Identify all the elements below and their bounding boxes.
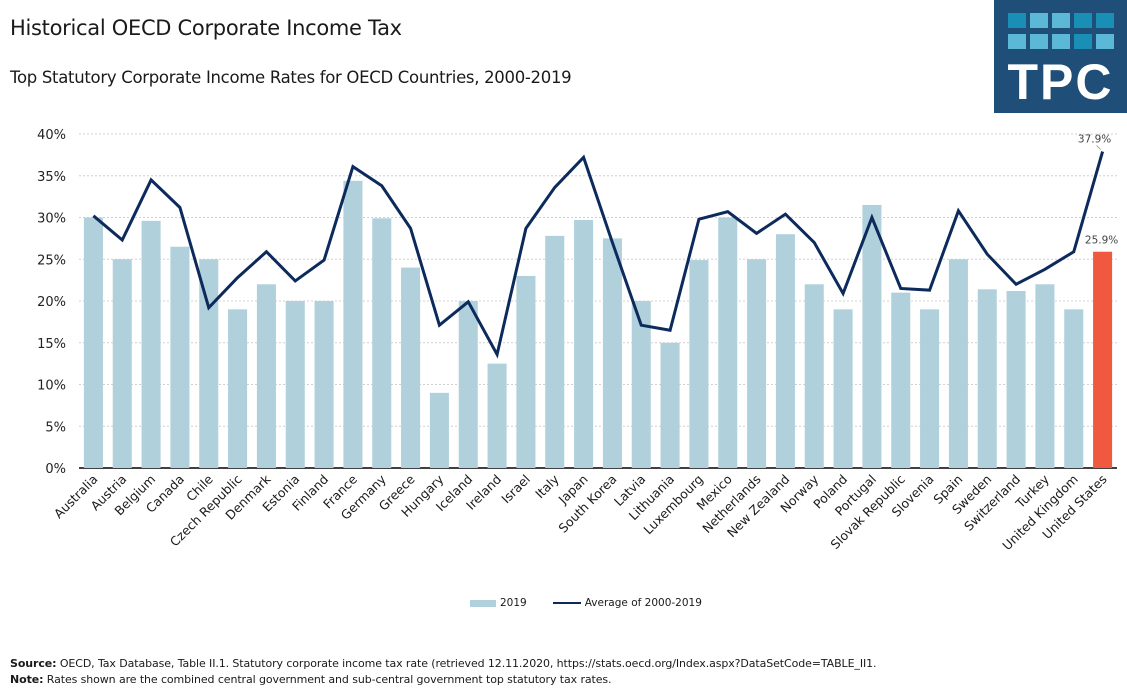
bar-estonia [285, 301, 305, 468]
note-text: Rates shown are the combined central gov… [46, 673, 612, 686]
bar-iceland [458, 301, 478, 468]
legend: 2019 Average of 2000-2019 [470, 597, 702, 609]
source-line: Source: OECD, Tax Database, Table II.1. … [10, 656, 877, 672]
y-axis-ticks: 0% 5% 10% 15% 20% 25% 30% 35% 40% [37, 128, 66, 477]
chart-title: Historical OECD Corporate Income Tax [10, 16, 402, 40]
y-tick-label: 10% [37, 379, 66, 394]
y-tick-label: 35% [37, 170, 66, 185]
logo-square [1052, 13, 1070, 28]
bar-france [343, 180, 363, 468]
logo-square [1074, 34, 1092, 49]
bar-australia [83, 217, 103, 468]
bar-greece [401, 267, 421, 468]
bar-south-korea [602, 238, 622, 468]
x-axis-ticks: AustraliaAustriaBelgiumCanadaChileCzech … [51, 471, 1110, 553]
footer: Source: OECD, Tax Database, Table II.1. … [10, 656, 877, 688]
logo-square [1008, 34, 1026, 49]
bar-italy [545, 235, 565, 468]
legend-label-average: Average of 2000-2019 [584, 597, 702, 609]
legend-swatch-line [552, 602, 581, 604]
bar-new-zealand [775, 234, 795, 468]
bar-united-kingdom [1064, 309, 1084, 468]
source-text: OECD, Tax Database, Table II.1. Statutor… [59, 657, 877, 670]
bar-germany [372, 218, 392, 468]
data-label-line: 37.9% [1078, 134, 1111, 146]
x-tick-label: Israel [498, 472, 533, 507]
line-series-average [92, 151, 1105, 359]
bar-canada [170, 246, 190, 468]
bar-poland [833, 309, 853, 468]
bar-czech-republic [228, 309, 248, 468]
bar-chile [199, 259, 219, 468]
bar-switzerland [1006, 290, 1026, 468]
bar-austria [112, 259, 132, 468]
bar-sweden [977, 289, 997, 468]
bar-luxembourg [689, 260, 709, 468]
legend-label-2019: 2019 [500, 597, 527, 609]
bar-denmark [256, 284, 276, 468]
bar-slovak-republic [891, 292, 911, 468]
data-label-bar: 25.9% [1085, 235, 1118, 247]
source-label: Source: [10, 657, 57, 670]
note-label: Note: [10, 673, 44, 686]
y-tick-label: 25% [37, 253, 66, 268]
bar-mexico [718, 217, 738, 468]
bar-ireland [487, 363, 507, 468]
bar-series-2019 [83, 180, 1113, 468]
note-line: Note: Rates shown are the combined centr… [10, 672, 876, 688]
chart-subtitle: Top Statutory Corporate Income Rates for… [10, 68, 572, 87]
y-tick-label: 0% [45, 462, 66, 477]
data-labels: 25.9% 37.9% [1078, 134, 1118, 247]
y-tick-label: 40% [37, 128, 66, 143]
bar-united-states [1093, 251, 1113, 468]
bar-israel [516, 275, 536, 468]
y-tick-label: 30% [37, 212, 66, 227]
bar-latvia [631, 301, 651, 468]
logo-square [1052, 34, 1070, 49]
bar-hungary [429, 392, 449, 468]
average-line [92, 151, 1105, 359]
bar-slovenia [920, 309, 940, 468]
bar-norway [804, 284, 824, 468]
y-tick-label: 15% [37, 337, 66, 352]
gridlines [79, 133, 1117, 469]
y-tick-label: 20% [37, 295, 66, 310]
bar-spain [948, 259, 968, 468]
bar-portugal [862, 204, 882, 468]
logo-text: TPC [1007, 54, 1114, 110]
bar-finland [314, 301, 334, 468]
logo-square [1096, 13, 1114, 28]
logo-square [1008, 13, 1026, 28]
bar-japan [574, 220, 594, 468]
logo-square [1030, 34, 1048, 49]
data-label-leader [1096, 145, 1101, 150]
bar-lithuania [660, 342, 680, 468]
tpc-logo: TPC [994, 0, 1127, 113]
chart-area: 0% 5% 10% 15% 20% 25% 30% 35% 40% AustraliaAustr… [37, 128, 1118, 553]
y-tick-label: 5% [45, 420, 66, 435]
logo-square [1096, 34, 1114, 49]
logo-square [1074, 13, 1092, 28]
bar-netherlands [747, 259, 767, 468]
legend-swatch-bar [470, 599, 496, 607]
bar-belgium [141, 220, 161, 468]
bar-turkey [1035, 284, 1055, 468]
logo-square [1030, 13, 1048, 28]
